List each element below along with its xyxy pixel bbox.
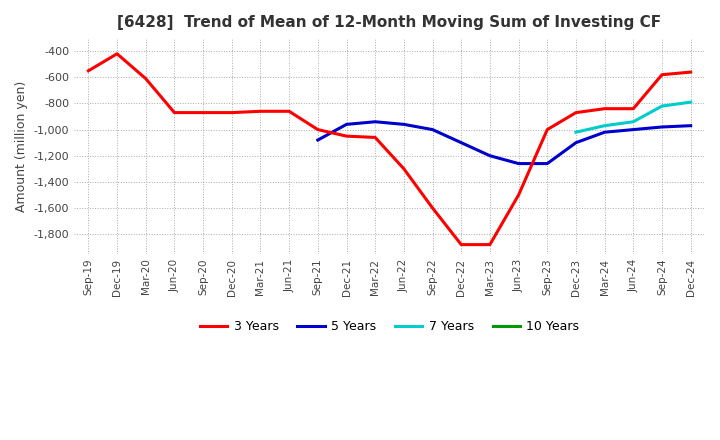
Title: [6428]  Trend of Mean of 12-Month Moving Sum of Investing CF: [6428] Trend of Mean of 12-Month Moving … [117,15,662,30]
Y-axis label: Amount (million yen): Amount (million yen) [15,81,28,212]
Legend: 3 Years, 5 Years, 7 Years, 10 Years: 3 Years, 5 Years, 7 Years, 10 Years [195,315,584,338]
